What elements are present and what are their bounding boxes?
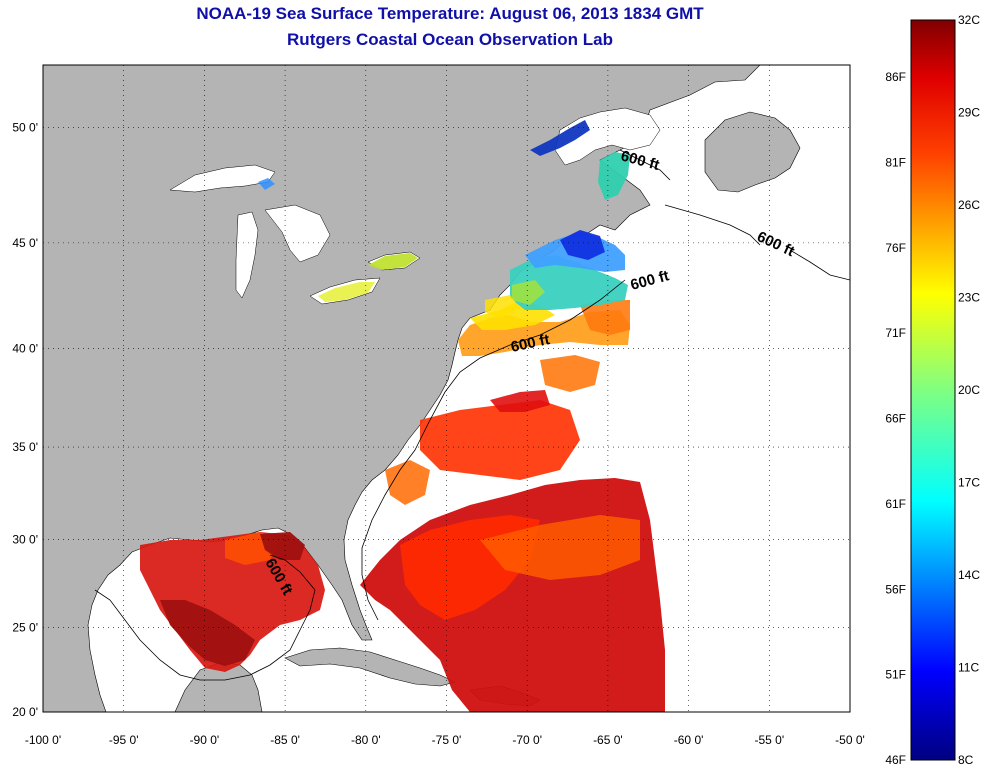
latitude-tick-label: 20 0'	[12, 705, 38, 719]
longitude-tick-label: -90 0'	[190, 733, 220, 747]
map-title: NOAA-19 Sea Surface Temperature: August …	[196, 4, 704, 23]
longitude-tick-label: -60 0'	[674, 733, 704, 747]
colorbar-fahrenheit-label: 81F	[885, 155, 906, 169]
longitude-tick-label: -55 0'	[754, 733, 784, 747]
latitude-tick-label: 35 0'	[12, 440, 38, 454]
colorbar-labels: 32C 29C 26C 23C 20C 17C 14C 11C 8C 86F 81F 76F 71F 66…	[885, 13, 980, 767]
colorbar-celsius-label: 32C	[958, 13, 980, 27]
latitude-tick-label: 40 0'	[12, 342, 38, 356]
colorbar-celsius-label: 11C	[958, 661, 979, 675]
colorbar-fahrenheit-label: 46F	[885, 753, 906, 767]
longitude-tick-label: -85 0'	[270, 733, 300, 747]
longitude-tick-label: -95 0'	[109, 733, 139, 747]
longitude-axis: -100 0' -95 0' -90 0' -85 0' -80 0' -75 0' -70…	[25, 733, 865, 747]
longitude-tick-label: -75 0'	[432, 733, 462, 747]
latitude-tick-label: 50 0'	[12, 120, 38, 134]
longitude-tick-label: -65 0'	[593, 733, 623, 747]
latitude-axis: 50 0' 45 0' 40 0' 35 0' 30 0' 25 0' 20 0'	[12, 120, 38, 719]
map-subtitle: Rutgers Coastal Ocean Observation Lab	[287, 30, 613, 49]
depth-contour-600ft	[94, 149, 850, 681]
colorbar-celsius-label: 17C	[958, 476, 980, 490]
colorbar-fahrenheit-label: 66F	[885, 412, 906, 426]
latitude-tick-label: 30 0'	[12, 533, 38, 547]
colorbar-celsius-label: 14C	[958, 568, 980, 582]
colorbar-celsius-label: 29C	[958, 106, 980, 120]
lake-superior	[169, 164, 276, 193]
colorbar-fahrenheit-label: 86F	[885, 70, 906, 84]
colorbar-celsius-label: 23C	[958, 291, 980, 305]
lake-michigan	[235, 211, 259, 299]
colorbar-celsius-label: 26C	[958, 198, 980, 212]
longitude-tick-label: -70 0'	[512, 733, 542, 747]
colorbar-fahrenheit-label: 76F	[885, 241, 906, 255]
lake-huron	[264, 204, 331, 263]
colorbar-fahrenheit-label: 61F	[885, 497, 906, 511]
colorbar	[910, 19, 956, 761]
colorbar-fahrenheit-label: 56F	[885, 582, 906, 596]
longitude-tick-label: -50 0'	[835, 733, 865, 747]
colorbar-fahrenheit-label: 51F	[885, 668, 906, 682]
colorbar-celsius-label: 20C	[958, 383, 980, 397]
longitude-tick-label: -80 0'	[351, 733, 381, 747]
colorbar-celsius-label: 8C	[958, 753, 974, 767]
sst-data-patches	[140, 120, 665, 712]
colorbar-fahrenheit-label: 71F	[885, 326, 906, 340]
latitude-tick-label: 45 0'	[12, 236, 38, 250]
latitude-tick-label: 25 0'	[12, 621, 38, 635]
land-newfoundland	[704, 111, 801, 193]
longitude-tick-label: -100 0'	[25, 733, 61, 747]
